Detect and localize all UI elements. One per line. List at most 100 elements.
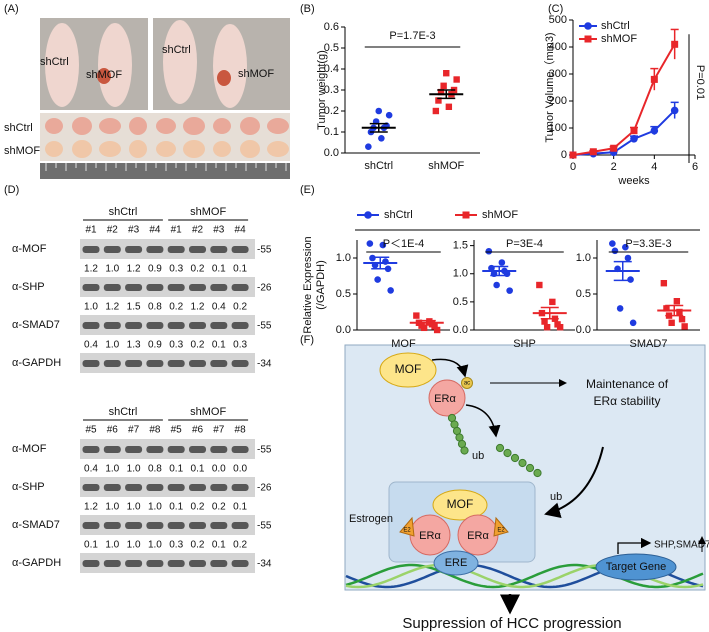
antibody-label: α-GAPDH xyxy=(12,557,61,569)
transcription-arrow xyxy=(617,537,652,554)
band-ratio: 0.8 xyxy=(148,302,162,313)
legend-label: shCtrl xyxy=(384,209,413,221)
band-ratio: 0.1 xyxy=(233,502,247,513)
tumor xyxy=(45,118,63,134)
blot-band xyxy=(189,446,206,453)
band-ratio: 0.1 xyxy=(233,264,247,275)
p-value: P=3.3E-3 xyxy=(625,238,671,250)
data-point xyxy=(678,316,686,323)
blot-band xyxy=(189,284,206,291)
data-point xyxy=(493,281,500,289)
lane-label: #4 xyxy=(235,225,247,236)
data-point xyxy=(378,135,385,142)
mouse-label: shMOF xyxy=(86,69,122,81)
y-tick-label: 0.2 xyxy=(324,105,339,117)
legend-symbol xyxy=(584,22,592,30)
group-label: shCtrl xyxy=(109,406,138,418)
data-point xyxy=(365,143,372,150)
band-ratio: 1.3 xyxy=(127,340,141,351)
band-ratio: 0.4 xyxy=(84,340,98,351)
blot-band xyxy=(125,522,143,529)
tumor xyxy=(156,118,176,134)
ub-label: ub xyxy=(472,450,484,462)
ruler xyxy=(40,163,290,179)
panel-label: (D) xyxy=(4,184,19,196)
data-point xyxy=(663,305,670,312)
band-ratio: 0.3 xyxy=(169,264,183,275)
data-point xyxy=(569,151,577,159)
mw-marker: -34 xyxy=(257,559,272,570)
band-ratio: 1.0 xyxy=(105,264,119,275)
blot-strip xyxy=(80,353,255,373)
ubiquitin xyxy=(518,458,527,468)
y-tick-label: 0.5 xyxy=(324,42,339,54)
ubiquitin xyxy=(533,468,542,478)
lane-label: #4 xyxy=(149,225,161,236)
y-tick-label: 500 xyxy=(549,14,567,26)
blot-band xyxy=(167,322,185,329)
data-point xyxy=(375,107,383,115)
er-label: ERα xyxy=(434,393,456,405)
tumor xyxy=(129,140,147,158)
antibody-label: α-SHP xyxy=(12,281,45,293)
tumor xyxy=(267,118,289,134)
band-ratio: 1.0 xyxy=(148,540,162,551)
estrogen-ligand xyxy=(399,516,415,537)
blot-band xyxy=(125,246,143,253)
lane-label: #2 xyxy=(192,225,204,236)
blot-band xyxy=(167,284,185,291)
blot-band xyxy=(146,322,164,329)
blot-band xyxy=(125,484,143,491)
induced-genes: SHP,SMAD7... xyxy=(654,540,709,551)
panel-label: (E) xyxy=(300,184,315,196)
blot-band xyxy=(231,522,249,529)
blot-band xyxy=(210,284,228,291)
y-tick-label: 0.5 xyxy=(336,288,351,300)
mw-marker: -26 xyxy=(257,283,272,294)
antibody-label: α-MOF xyxy=(12,243,47,255)
blot-band xyxy=(82,484,100,491)
y-tick-label: 0.5 xyxy=(453,296,468,308)
blot-band xyxy=(189,246,206,253)
mof-protein xyxy=(379,352,437,388)
blot-band xyxy=(103,522,121,529)
blot-band xyxy=(231,446,249,453)
y-tick-label: 0.1 xyxy=(324,126,339,138)
blot-strip xyxy=(80,477,255,497)
antibody-label: α-SMAD7 xyxy=(12,519,60,531)
tumor xyxy=(72,140,92,158)
group-label: shMOF xyxy=(190,406,226,418)
blot-band xyxy=(231,484,249,491)
tumor xyxy=(97,68,111,84)
data-point xyxy=(609,240,616,247)
data-point xyxy=(630,127,638,135)
blot-strip xyxy=(80,239,255,259)
data-point xyxy=(432,107,440,115)
outcome-text: Suppression of HCC progression xyxy=(402,615,621,632)
legend-symbol xyxy=(584,35,592,43)
tumor xyxy=(183,117,205,135)
blot-band xyxy=(167,246,185,253)
blot-band xyxy=(146,560,164,567)
antibody-label: α-SHP xyxy=(12,481,45,493)
data-point xyxy=(498,259,506,266)
band-ratio: 0.1 xyxy=(212,264,226,275)
data-point xyxy=(435,97,442,104)
x-tick-label: 2 xyxy=(611,161,617,173)
dna-strand xyxy=(345,563,704,589)
blot-band xyxy=(125,284,143,291)
lane-label: #5 xyxy=(85,425,97,436)
y-tick-label: 1.0 xyxy=(336,252,351,264)
e2-label: E2 xyxy=(497,528,505,534)
y-tick-label: 300 xyxy=(549,68,567,80)
blot-strip xyxy=(80,553,255,573)
lane-label: #1 xyxy=(171,225,183,236)
blot-band xyxy=(125,560,143,567)
x-tick-label: 6 xyxy=(692,161,698,173)
y-tick-label: 0.0 xyxy=(453,324,468,336)
band-ratio: 0.3 xyxy=(233,340,247,351)
row-label: shCtrl xyxy=(4,122,33,134)
blot-band xyxy=(210,322,228,329)
lane-label: #2 xyxy=(107,225,119,236)
y-tick-label: 0.0 xyxy=(324,147,339,159)
